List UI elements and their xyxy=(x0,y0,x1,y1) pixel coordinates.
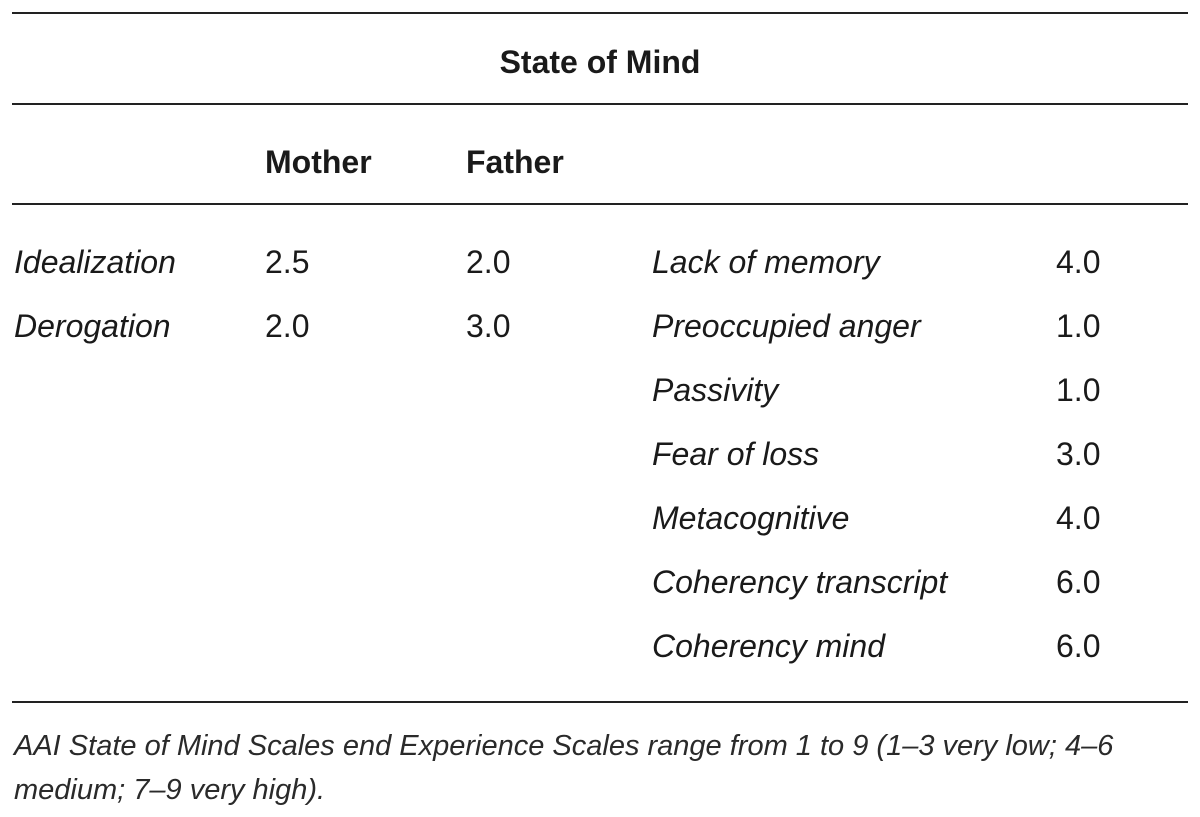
scale-label: Passivity xyxy=(652,372,779,408)
title-rule xyxy=(12,103,1188,105)
father-value: 2.0 xyxy=(466,244,511,280)
scale-label: Fear of loss xyxy=(652,436,820,472)
scale-value: 3.0 xyxy=(1056,436,1101,472)
bottom-rule xyxy=(12,701,1188,703)
scale-label: Coherency transcript xyxy=(652,564,948,600)
mother-value: 2.0 xyxy=(265,308,310,344)
mother-value: 2.5 xyxy=(265,244,310,280)
header-rule xyxy=(12,203,1188,205)
scale-label: Metacognitive xyxy=(652,500,850,536)
scale-value: 4.0 xyxy=(1056,244,1101,280)
table-title: State of Mind xyxy=(499,44,701,80)
scale-label: Lack of memory xyxy=(652,244,880,280)
column-header-mother: Mother xyxy=(265,144,372,180)
father-value: 3.0 xyxy=(466,308,511,344)
scale-label: Coherency mind xyxy=(652,628,885,664)
scale-value: 1.0 xyxy=(1056,308,1101,344)
top-rule xyxy=(12,12,1188,14)
scale-label: Preoccupied anger xyxy=(652,308,921,344)
scale-value: 1.0 xyxy=(1056,372,1101,408)
table-footnote: AAI State of Mind Scales end Experience … xyxy=(14,730,1114,806)
scale-value: 6.0 xyxy=(1056,628,1101,664)
column-header-father: Father xyxy=(466,144,564,180)
row-label: Derogation xyxy=(14,308,171,344)
scale-value: 4.0 xyxy=(1056,500,1101,536)
row-label: Idealization xyxy=(14,244,176,280)
scale-value: 6.0 xyxy=(1056,564,1101,600)
